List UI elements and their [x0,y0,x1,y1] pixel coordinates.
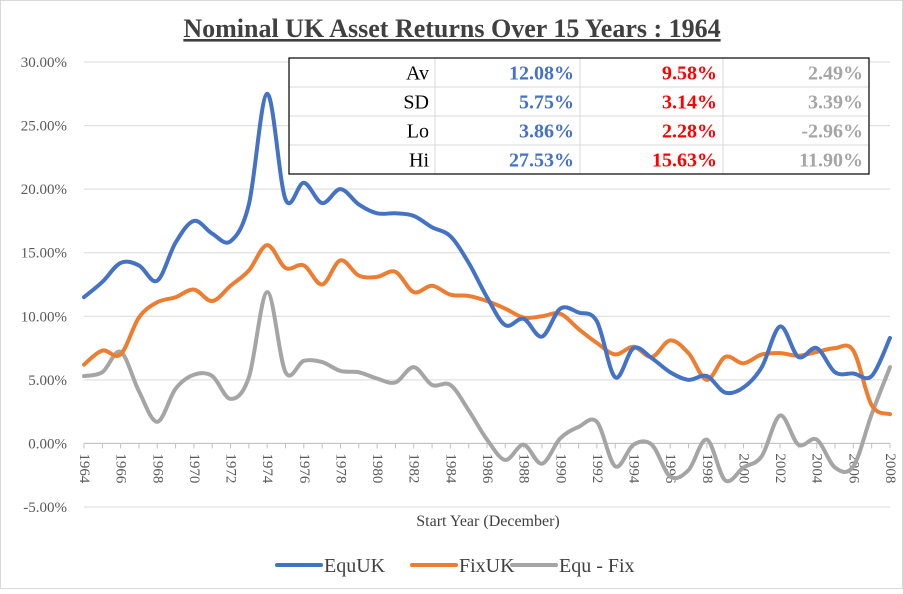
stats-cell-diff: -2.96% [801,121,863,143]
x-tick-label: 1988 [516,453,532,483]
x-tick-label: 1966 [113,453,129,484]
stats-cell-diff: 2.49% [808,63,863,85]
x-tick-label: 1992 [589,453,605,483]
stats-table: Av 12.08% 9.58% 2.49% SD 5.75% 3.14% 3.39% Lo 3.8… [288,57,870,175]
y-tick-label: 15.00% [21,246,67,262]
legend-label: FixUK [459,555,515,577]
x-tick-label: 1964 [76,453,92,484]
x-tick-label: 2008 [882,453,898,483]
x-tick-label: 1974 [259,453,275,484]
x-tick-label: 1994 [626,453,642,484]
chart-title: Nominal UK Asset Returns Over 15 Years :… [183,14,720,43]
x-tick-label: 1998 [699,453,715,483]
stats-cell-fix: 9.58% [662,63,717,85]
y-tick-label: 25.00% [21,119,67,135]
stats-cell-label: Hi [409,150,429,172]
stats-cell-equ: 3.86% [519,121,574,143]
stats-cell-label: Lo [407,121,429,143]
x-tick-label: 1986 [479,453,495,484]
series-lines [82,91,892,484]
stats-table-border [288,57,870,175]
stats-cell-diff: 11.90% [799,150,863,172]
stats-cell-diff: 3.39% [808,92,863,114]
series-line-equ-fix [82,290,892,484]
y-tick-label: 20.00% [21,182,67,198]
x-tick-label: 2002 [772,453,788,483]
stats-cell-fix: 3.14% [662,92,717,114]
legend: EquUK FixUK Equ - Fix [275,555,635,577]
stats-cell-fix: 2.28% [662,121,717,143]
x-tick-label: 1968 [149,453,165,483]
x-tick-label: 1970 [186,453,202,483]
stats-cell-fix: 15.63% [652,150,717,172]
x-tick-label: 1990 [552,453,568,483]
stats-cell-equ: 27.53% [509,150,574,172]
x-tick-label: 1976 [296,453,312,484]
stats-cell-equ: 12.08% [509,63,574,85]
x-tick-label: 1984 [442,453,458,484]
y-tick-label: 30.00% [21,55,67,71]
stats-cell-label: Av [406,63,429,85]
x-tick-label: 2004 [809,453,825,484]
series-line-equuk [82,91,892,396]
x-tick-label: 1982 [406,453,422,483]
x-axis-ticks: 1964 1966 1968 1970 1972 1974 1976 1978 1980 1982… [76,443,898,484]
x-tick-label: 1972 [223,453,239,483]
y-tick-label: 5.00% [28,373,67,389]
series-line-fixuk [82,243,892,417]
y-axis-ticks: 30.00% 25.00% 20.00% 15.00% 10.00% 5.00% 0.00%… [21,55,67,516]
stats-cell-equ: 5.75% [519,92,574,114]
stats-cell-label: SD [403,92,429,114]
x-axis-label: Start Year (December) [416,513,560,530]
legend-label: Equ - Fix [559,555,635,577]
x-tick-label: 1978 [332,453,348,483]
x-tick-label: 1980 [369,453,385,483]
legend-label: EquUK [324,555,386,577]
y-tick-label: -5.00% [23,500,67,516]
y-tick-label: 10.00% [21,309,67,325]
y-tick-label: 0.00% [28,436,67,452]
